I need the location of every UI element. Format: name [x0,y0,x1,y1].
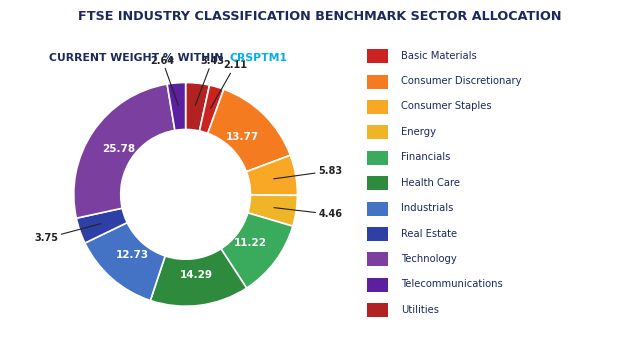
Text: Basic Materials: Basic Materials [401,50,477,61]
Wedge shape [208,89,291,172]
Text: Energy: Energy [401,127,436,137]
FancyBboxPatch shape [367,125,388,139]
Text: 2.64: 2.64 [150,56,178,105]
FancyBboxPatch shape [367,202,388,216]
Text: 11.22: 11.22 [234,238,267,248]
Text: Health Care: Health Care [401,178,460,188]
Wedge shape [76,208,127,243]
Text: 25.78: 25.78 [102,144,135,154]
Text: Consumer Discretionary: Consumer Discretionary [401,76,522,86]
Text: 12.73: 12.73 [116,250,148,260]
Wedge shape [167,83,186,130]
Text: CURRENT WEIGHT % WITHIN: CURRENT WEIGHT % WITHIN [49,53,227,63]
FancyBboxPatch shape [367,100,388,114]
Text: 4.46: 4.46 [274,208,342,219]
FancyBboxPatch shape [367,303,388,317]
Text: Utilities: Utilities [401,305,439,315]
Text: Real Estate: Real Estate [401,228,457,238]
FancyBboxPatch shape [367,278,388,292]
Text: CRSPTM1: CRSPTM1 [229,53,287,63]
Text: 13.77: 13.77 [226,132,259,142]
Wedge shape [200,85,224,133]
Wedge shape [246,155,298,195]
Text: 2.11: 2.11 [211,60,247,108]
FancyBboxPatch shape [367,227,388,241]
Text: Consumer Staples: Consumer Staples [401,101,492,112]
Text: Telecommunications: Telecommunications [401,279,503,290]
FancyBboxPatch shape [367,151,388,165]
Text: Financials: Financials [401,152,451,162]
FancyBboxPatch shape [367,49,388,63]
Wedge shape [248,195,298,226]
Text: 3.43: 3.43 [195,56,224,105]
FancyBboxPatch shape [367,176,388,190]
Text: 14.29: 14.29 [179,270,212,280]
Wedge shape [150,249,246,306]
FancyBboxPatch shape [367,252,388,266]
FancyBboxPatch shape [367,75,388,89]
Wedge shape [221,213,293,288]
Wedge shape [74,84,175,218]
Wedge shape [85,223,165,300]
Text: 3.75: 3.75 [35,224,101,243]
Text: Technology: Technology [401,254,457,264]
Text: FTSE INDUSTRY CLASSIFICATION BENCHMARK SECTOR ALLOCATION: FTSE INDUSTRY CLASSIFICATION BENCHMARK S… [78,10,562,23]
Text: Industrials: Industrials [401,203,454,213]
Text: 5.83: 5.83 [274,166,342,179]
Wedge shape [186,83,209,131]
